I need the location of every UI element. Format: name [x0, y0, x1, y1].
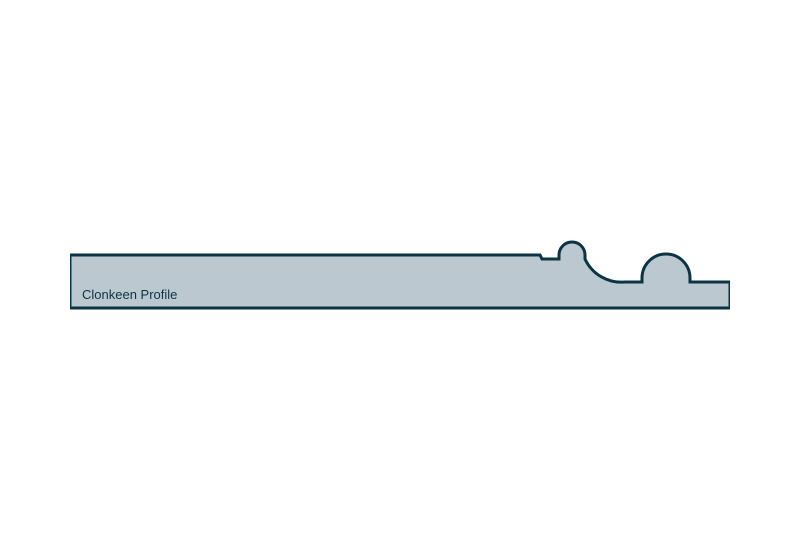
profile-label: Clonkeen Profile — [82, 287, 177, 302]
profile-diagram: Clonkeen Profile — [70, 230, 730, 310]
